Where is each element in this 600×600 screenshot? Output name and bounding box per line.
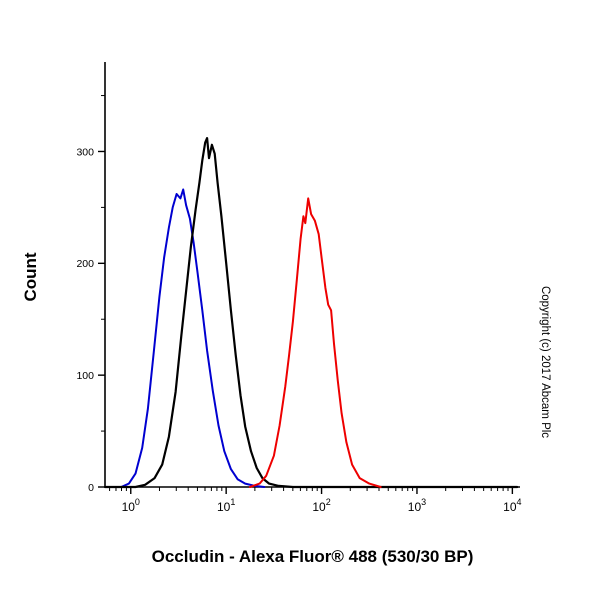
x-tick-label: 100 xyxy=(122,497,140,514)
x-axis-ticks: 100 101 102 103 104 xyxy=(109,487,522,514)
y-tick-label: 0 xyxy=(88,482,94,494)
copyright-text: Copyright (c) 2017 Abcam Plc xyxy=(539,285,551,439)
y-tick-label: 100 xyxy=(76,370,94,382)
y-tick-label: 300 xyxy=(76,146,94,158)
y-axis-label: Count xyxy=(21,252,40,302)
series-group xyxy=(103,137,519,489)
x-tick-label: 101 xyxy=(217,497,235,514)
y-axis-ticks: 0 100 200 300 xyxy=(76,95,105,494)
series-red-histogram xyxy=(249,197,382,488)
axes xyxy=(104,62,520,488)
x-tick-label: 102 xyxy=(312,497,330,514)
series-blue-histogram xyxy=(120,188,266,488)
x-tick-label: 103 xyxy=(408,497,426,514)
x-tick-label: 104 xyxy=(503,497,521,514)
x-axis-title: Occludin - Alexa Fluor® 488 (530/30 BP) xyxy=(151,547,474,566)
y-tick-label: 200 xyxy=(76,258,94,270)
series-black-histogram xyxy=(103,137,519,489)
